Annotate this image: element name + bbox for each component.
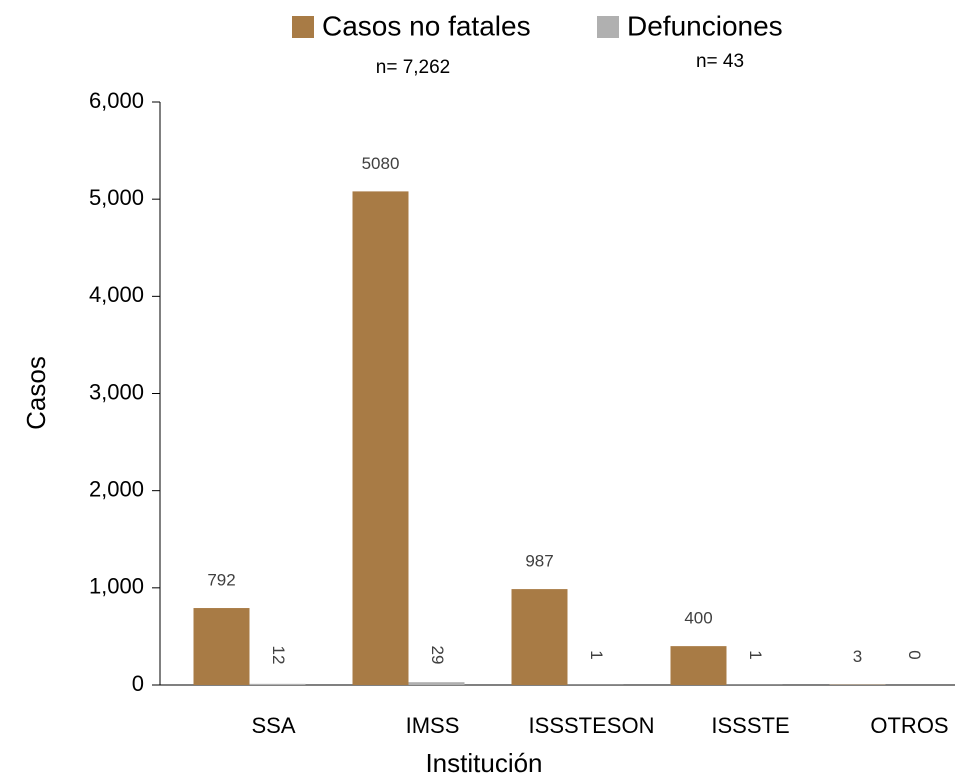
x-tick-label: ISSSTE (711, 713, 789, 738)
value-label: 1 (587, 650, 606, 659)
bar (352, 191, 409, 686)
annotation: n= 43 (696, 51, 744, 72)
x-tick-label: OTROS (870, 713, 948, 738)
value-label: 5080 (362, 154, 400, 173)
value-label: 3 (853, 647, 862, 666)
value-label: 29 (428, 646, 447, 665)
value-label: 0 (905, 650, 924, 659)
annotation: n= 7,262 (376, 57, 451, 78)
legend-swatch (292, 16, 314, 38)
legend-label: Casos no fatales (322, 10, 531, 41)
value-label: 792 (207, 571, 235, 590)
x-tick-label: SSA (251, 713, 295, 738)
value-label: 1 (746, 650, 765, 659)
x-tick-label: IMSS (406, 713, 460, 738)
bar (193, 608, 250, 685)
y-tick-label: 5,000 (89, 185, 144, 210)
value-label: 987 (525, 552, 553, 571)
value-label: 12 (269, 646, 288, 665)
bar (670, 646, 727, 685)
legend-label: Defunciones (627, 10, 783, 41)
x-tick-label: ISSSTESON (529, 713, 655, 738)
legend-swatch (597, 16, 619, 38)
bar (511, 589, 568, 685)
y-tick-label: 4,000 (89, 282, 144, 307)
y-tick-label: 3,000 (89, 379, 144, 404)
y-tick-label: 1,000 (89, 574, 144, 599)
y-tick-label: 0 (132, 671, 144, 696)
y-tick-label: 2,000 (89, 476, 144, 501)
bar (249, 683, 306, 685)
value-label: 400 (684, 609, 712, 628)
y-tick-label: 6,000 (89, 88, 144, 113)
y-axis-title: Casos (21, 356, 51, 430)
x-axis-title: Institución (425, 748, 542, 778)
bar (408, 682, 465, 685)
